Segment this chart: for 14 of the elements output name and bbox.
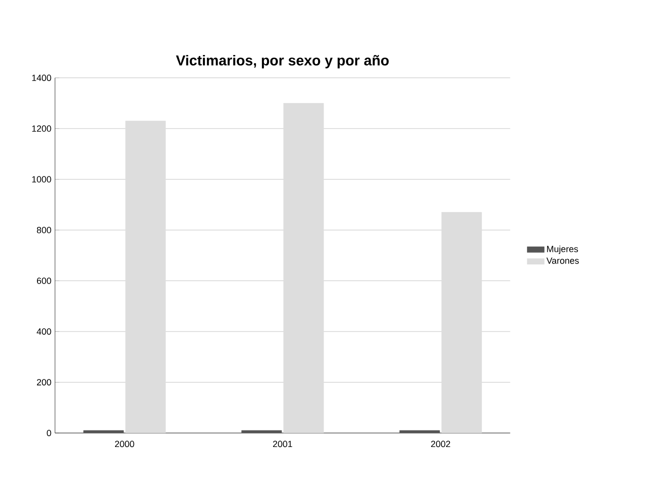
y-tick-label: 200: [36, 379, 52, 386]
legend-label: Varones: [546, 258, 579, 264]
y-tick-label: 600: [36, 278, 52, 284]
y-tick-label: 800: [36, 226, 52, 234]
legend-label: Mujeres: [547, 246, 578, 254]
chart-title: Victimarios, por sexo y por año: [176, 54, 389, 68]
y-tick-label: 1200: [32, 125, 52, 132]
y-tick-label: 1000: [32, 176, 52, 182]
x-tick-label: 2002: [431, 440, 450, 448]
x-tick-label: 2000: [115, 440, 134, 448]
x-tick-label: 2001: [273, 440, 292, 448]
y-tick-label: 400: [36, 328, 52, 335]
y-tick-label: 0: [46, 430, 52, 436]
y-tick-label: 1400: [32, 74, 52, 82]
